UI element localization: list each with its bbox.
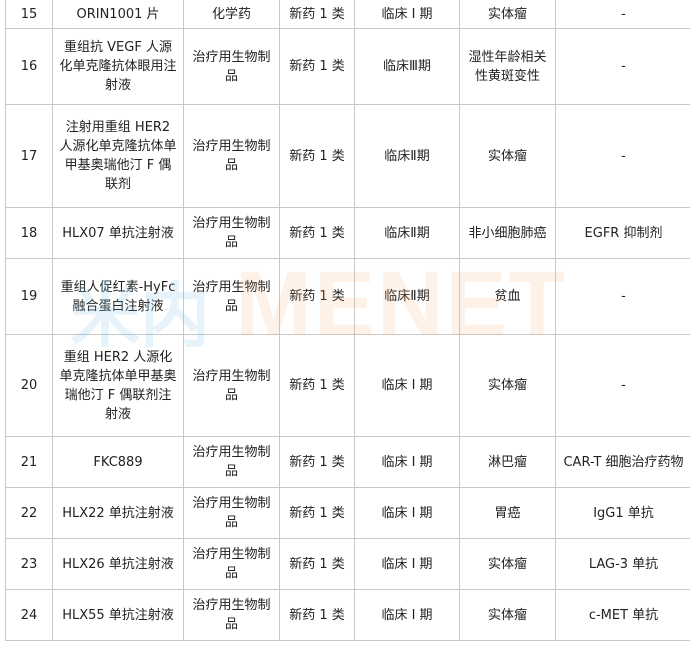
- row-number-cell: 24: [5, 589, 53, 641]
- table-row: 21 FKC889 治疗用生物制品 新药 1 类临床 Ⅰ 期淋巴瘤 CAR-T 细胞治疗…: [5, 436, 690, 488]
- indication-cell: 实体瘤: [459, 334, 556, 437]
- drug-name-cell: 注射用重组 HER2 人源化单克隆抗体单甲基奥瑞他汀 F 偶联剂: [52, 104, 184, 208]
- mechanism-cell: CAR-T 细胞治疗药物: [555, 436, 690, 488]
- row-number-cell: 20: [5, 334, 53, 437]
- mechanism-cell: -: [555, 0, 690, 29]
- trial-phase-cell: 临床 Ⅰ 期: [354, 0, 460, 29]
- mechanism-cell: IgG1 单抗: [555, 487, 690, 539]
- row-number-cell: 22: [5, 487, 53, 539]
- drug-name-cell: HLX22 单抗注射液: [52, 487, 184, 539]
- trial-phase-cell: 临床 Ⅰ 期: [354, 538, 460, 590]
- indication-cell: 实体瘤: [459, 104, 556, 208]
- registration-class-cell: 新药 1 类: [279, 258, 355, 335]
- table-row: 23 HLX26 单抗注射液 治疗用生物制品 新药 1 类临床 Ⅰ 期实体瘤 LAG-3…: [5, 538, 690, 590]
- drug-name-cell: 重组人促红素-HyFc 融合蛋白注射液: [52, 258, 184, 335]
- row-number-cell: 15: [5, 0, 53, 29]
- table-row: 20 重组 HER2 人源化单克隆抗体单甲基奥瑞他汀 F 偶联剂注射液 治疗用生物制…: [5, 334, 690, 437]
- drug-type-cell: 治疗用生物制品: [183, 28, 280, 105]
- row-number-cell: 16: [5, 28, 53, 105]
- registration-class-cell: 新药 1 类: [279, 589, 355, 641]
- drug-type-cell: 治疗用生物制品: [183, 589, 280, 641]
- drug-name-cell: HLX26 单抗注射液: [52, 538, 184, 590]
- drug-type-cell: 治疗用生物制品: [183, 538, 280, 590]
- registration-class-cell: 新药 1 类: [279, 436, 355, 488]
- indication-cell: 实体瘤: [459, 589, 556, 641]
- drug-name-cell: 重组抗 VEGF 人源化单克隆抗体眼用注射液: [52, 28, 184, 105]
- registration-class-cell: 新药 1 类: [279, 207, 355, 259]
- drug-name-cell: 重组 HER2 人源化单克隆抗体单甲基奥瑞他汀 F 偶联剂注射液: [52, 334, 184, 437]
- registration-class-cell: 新药 1 类: [279, 334, 355, 437]
- mechanism-cell: LAG-3 单抗: [555, 538, 690, 590]
- indication-cell: 湿性年龄相关性黄斑变性: [459, 28, 556, 105]
- trial-phase-cell: 临床Ⅱ期: [354, 104, 460, 208]
- mechanism-cell: -: [555, 334, 690, 437]
- drug-type-cell: 治疗用生物制品: [183, 334, 280, 437]
- mechanism-cell: c-MET 单抗: [555, 589, 690, 641]
- drug-type-cell: 治疗用生物制品: [183, 487, 280, 539]
- drug-type-cell: 治疗用生物制品: [183, 207, 280, 259]
- drug-table: 15 ORIN1001 片化学药 新药 1 类临床 Ⅰ 期实体瘤 -16 重组抗 VEG…: [5, 0, 690, 641]
- table-row: 22 HLX22 单抗注射液 治疗用生物制品 新药 1 类临床 Ⅰ 期胃癌 IgG1 单…: [5, 487, 690, 539]
- indication-cell: 淋巴瘤: [459, 436, 556, 488]
- trial-phase-cell: 临床 Ⅰ 期: [354, 436, 460, 488]
- trial-phase-cell: 临床 Ⅰ 期: [354, 334, 460, 437]
- trial-phase-cell: 临床 Ⅰ 期: [354, 589, 460, 641]
- row-number-cell: 18: [5, 207, 53, 259]
- mechanism-cell: -: [555, 28, 690, 105]
- indication-cell: 胃癌: [459, 487, 556, 539]
- row-number-cell: 19: [5, 258, 53, 335]
- registration-class-cell: 新药 1 类: [279, 487, 355, 539]
- registration-class-cell: 新药 1 类: [279, 104, 355, 208]
- drug-name-cell: HLX55 单抗注射液: [52, 589, 184, 641]
- registration-class-cell: 新药 1 类: [279, 28, 355, 105]
- drug-name-cell: ORIN1001 片: [52, 0, 184, 29]
- row-number-cell: 21: [5, 436, 53, 488]
- trial-phase-cell: 临床Ⅱ期: [354, 207, 460, 259]
- registration-class-cell: 新药 1 类: [279, 538, 355, 590]
- drug-type-cell: 治疗用生物制品: [183, 258, 280, 335]
- drug-type-cell: 治疗用生物制品: [183, 436, 280, 488]
- table-row: 17 注射用重组 HER2 人源化单克隆抗体单甲基奥瑞他汀 F 偶联剂 治疗用生物制…: [5, 104, 690, 208]
- mechanism-cell: -: [555, 104, 690, 208]
- registration-class-cell: 新药 1 类: [279, 0, 355, 29]
- trial-phase-cell: 临床Ⅱ期: [354, 258, 460, 335]
- row-number-cell: 17: [5, 104, 53, 208]
- trial-phase-cell: 临床Ⅲ期: [354, 28, 460, 105]
- indication-cell: 实体瘤: [459, 0, 556, 29]
- table-row: 15 ORIN1001 片化学药 新药 1 类临床 Ⅰ 期实体瘤 -: [5, 0, 690, 29]
- table-row: 24 HLX55 单抗注射液 治疗用生物制品 新药 1 类临床 Ⅰ 期实体瘤 c-MET…: [5, 589, 690, 641]
- table-row: 16 重组抗 VEGF 人源化单克隆抗体眼用注射液 治疗用生物制品 新药 1 类临床Ⅲ…: [5, 28, 690, 105]
- drug-name-cell: FKC889: [52, 436, 184, 488]
- trial-phase-cell: 临床 Ⅰ 期: [354, 487, 460, 539]
- indication-cell: 贫血: [459, 258, 556, 335]
- table-row: 19 重组人促红素-HyFc 融合蛋白注射液 治疗用生物制品 新药 1 类临床Ⅱ期 贫血…: [5, 258, 690, 335]
- table-row: 18 HLX07 单抗注射液 治疗用生物制品 新药 1 类临床Ⅱ期 非小细胞肺癌 EGFR…: [5, 207, 690, 259]
- drug-type-cell: 治疗用生物制品: [183, 104, 280, 208]
- mechanism-cell: -: [555, 258, 690, 335]
- indication-cell: 实体瘤: [459, 538, 556, 590]
- mechanism-cell: EGFR 抑制剂: [555, 207, 690, 259]
- row-number-cell: 23: [5, 538, 53, 590]
- drug-name-cell: HLX07 单抗注射液: [52, 207, 184, 259]
- indication-cell: 非小细胞肺癌: [459, 207, 556, 259]
- drug-type-cell: 化学药: [183, 0, 280, 29]
